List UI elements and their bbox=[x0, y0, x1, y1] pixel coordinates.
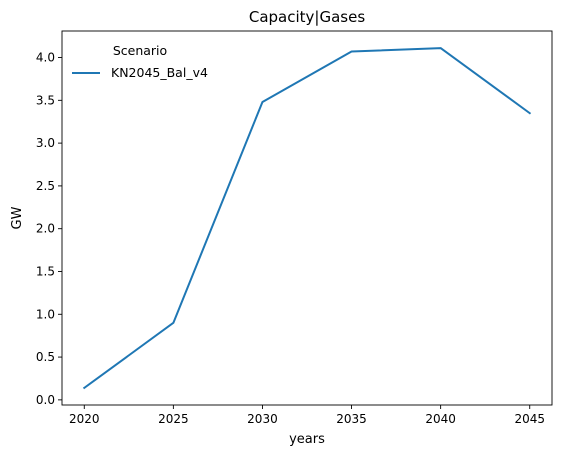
data-point-2020 bbox=[83, 387, 85, 389]
y-tick-label-1.5: 1.5 bbox=[36, 264, 55, 278]
y-tick-label-0.0: 0.0 bbox=[36, 393, 55, 407]
plot-area bbox=[61, 30, 553, 406]
series-group bbox=[82, 47, 532, 390]
chart-title: Capacity|Gases bbox=[249, 8, 365, 26]
data-point-2030 bbox=[261, 101, 263, 103]
x-axis-title: years bbox=[289, 432, 325, 447]
x-tick-label-2040: 2040 bbox=[425, 412, 456, 426]
legend-label-kn2045-bal-v4: KN2045_Bal_v4 bbox=[111, 65, 208, 80]
series-line-0 bbox=[82, 47, 532, 390]
y-axis: 0.0 0.5 1.0 1.5 2.0 2.5 3.0 3.5 4.0 bbox=[36, 51, 62, 407]
y-tick-label-2.0: 2.0 bbox=[36, 222, 55, 236]
data-point-2035 bbox=[351, 51, 353, 53]
y-tick-label-3.0: 3.0 bbox=[36, 136, 55, 150]
y-axis-title: GW bbox=[10, 206, 25, 229]
x-tick-label-2045: 2045 bbox=[514, 412, 545, 426]
y-tick-label-4.0: 4.0 bbox=[36, 51, 55, 65]
y-tick-label-2.5: 2.5 bbox=[36, 179, 55, 193]
data-point-2040 bbox=[440, 47, 442, 49]
data-point-2025 bbox=[172, 322, 174, 324]
y-tick-label-1.0: 1.0 bbox=[36, 307, 55, 321]
legend: Scenario KN2045_Bal_v4 bbox=[72, 43, 208, 80]
x-tick-label-2030: 2030 bbox=[247, 412, 278, 426]
x-tick-label-2025: 2025 bbox=[158, 412, 189, 426]
x-axis: 2020 2025 2030 2035 2040 2045 bbox=[69, 405, 545, 426]
data-point-2045 bbox=[529, 112, 531, 114]
y-tick-label-0.5: 0.5 bbox=[36, 350, 55, 364]
y-tick-label-3.5: 3.5 bbox=[36, 93, 55, 107]
x-tick-label-2035: 2035 bbox=[336, 412, 367, 426]
x-tick-label-2020: 2020 bbox=[69, 412, 100, 426]
legend-title: Scenario bbox=[113, 43, 167, 58]
